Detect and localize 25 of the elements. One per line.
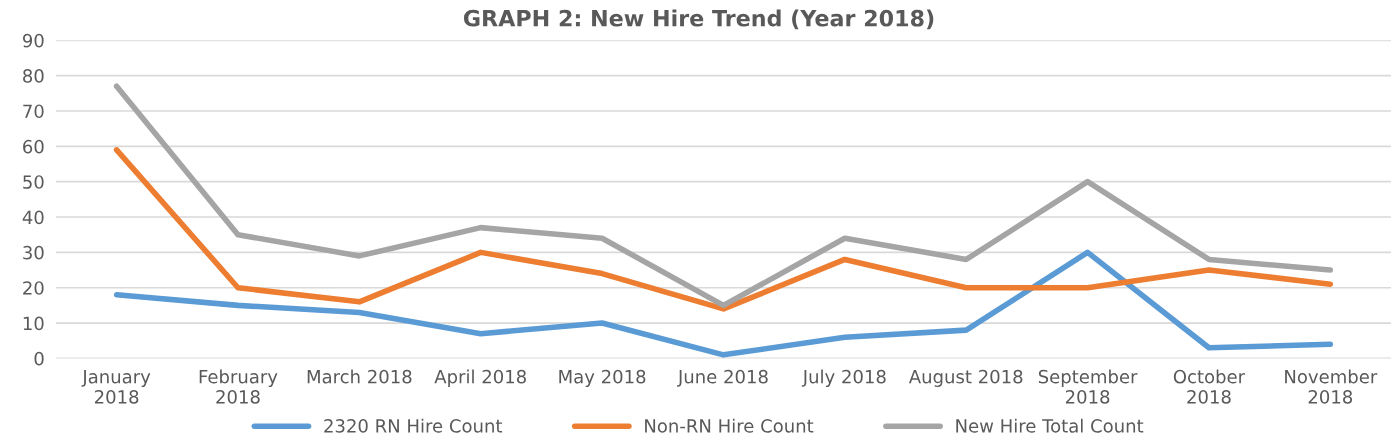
y-tick-label: 0 <box>34 351 44 366</box>
y-tick-label: 60 <box>23 139 44 154</box>
x-tick-label: August 2018 <box>908 369 1023 387</box>
chart-title: GRAPH 2: New Hire Trend (Year 2018) <box>463 9 934 30</box>
x-tick-label: September 2018 <box>1038 369 1138 404</box>
x-tick-label: October 2018 <box>1173 369 1246 404</box>
x-tick-label: February 2018 <box>199 369 278 404</box>
x-tick-label: June 2018 <box>677 369 768 387</box>
legend-label: 2320 RN Hire Count <box>324 418 503 433</box>
y-tick-label: 30 <box>23 245 44 260</box>
x-tick-label: May 2018 <box>559 369 646 387</box>
y-tick-label: 10 <box>23 316 44 331</box>
legend-label: Non-RN Hire Count <box>645 418 814 433</box>
x-tick-label: November 2018 <box>1285 369 1378 404</box>
x-tick-label: April 2018 <box>434 369 526 387</box>
y-tick-label: 20 <box>23 281 44 295</box>
legend-label: New Hire Total Count <box>956 418 1144 433</box>
x-tick-label: March 2018 <box>307 369 412 384</box>
y-tick-label: 90 <box>22 33 44 48</box>
x-tick-label: January 2018 <box>81 370 151 404</box>
y-tick-label: 40 <box>22 210 44 225</box>
y-tick-label: 70 <box>23 104 44 119</box>
y-tick-label: 80 <box>23 69 44 83</box>
y-tick-label: 50 <box>23 175 44 189</box>
x-tick-label: July 2018 <box>801 369 886 387</box>
